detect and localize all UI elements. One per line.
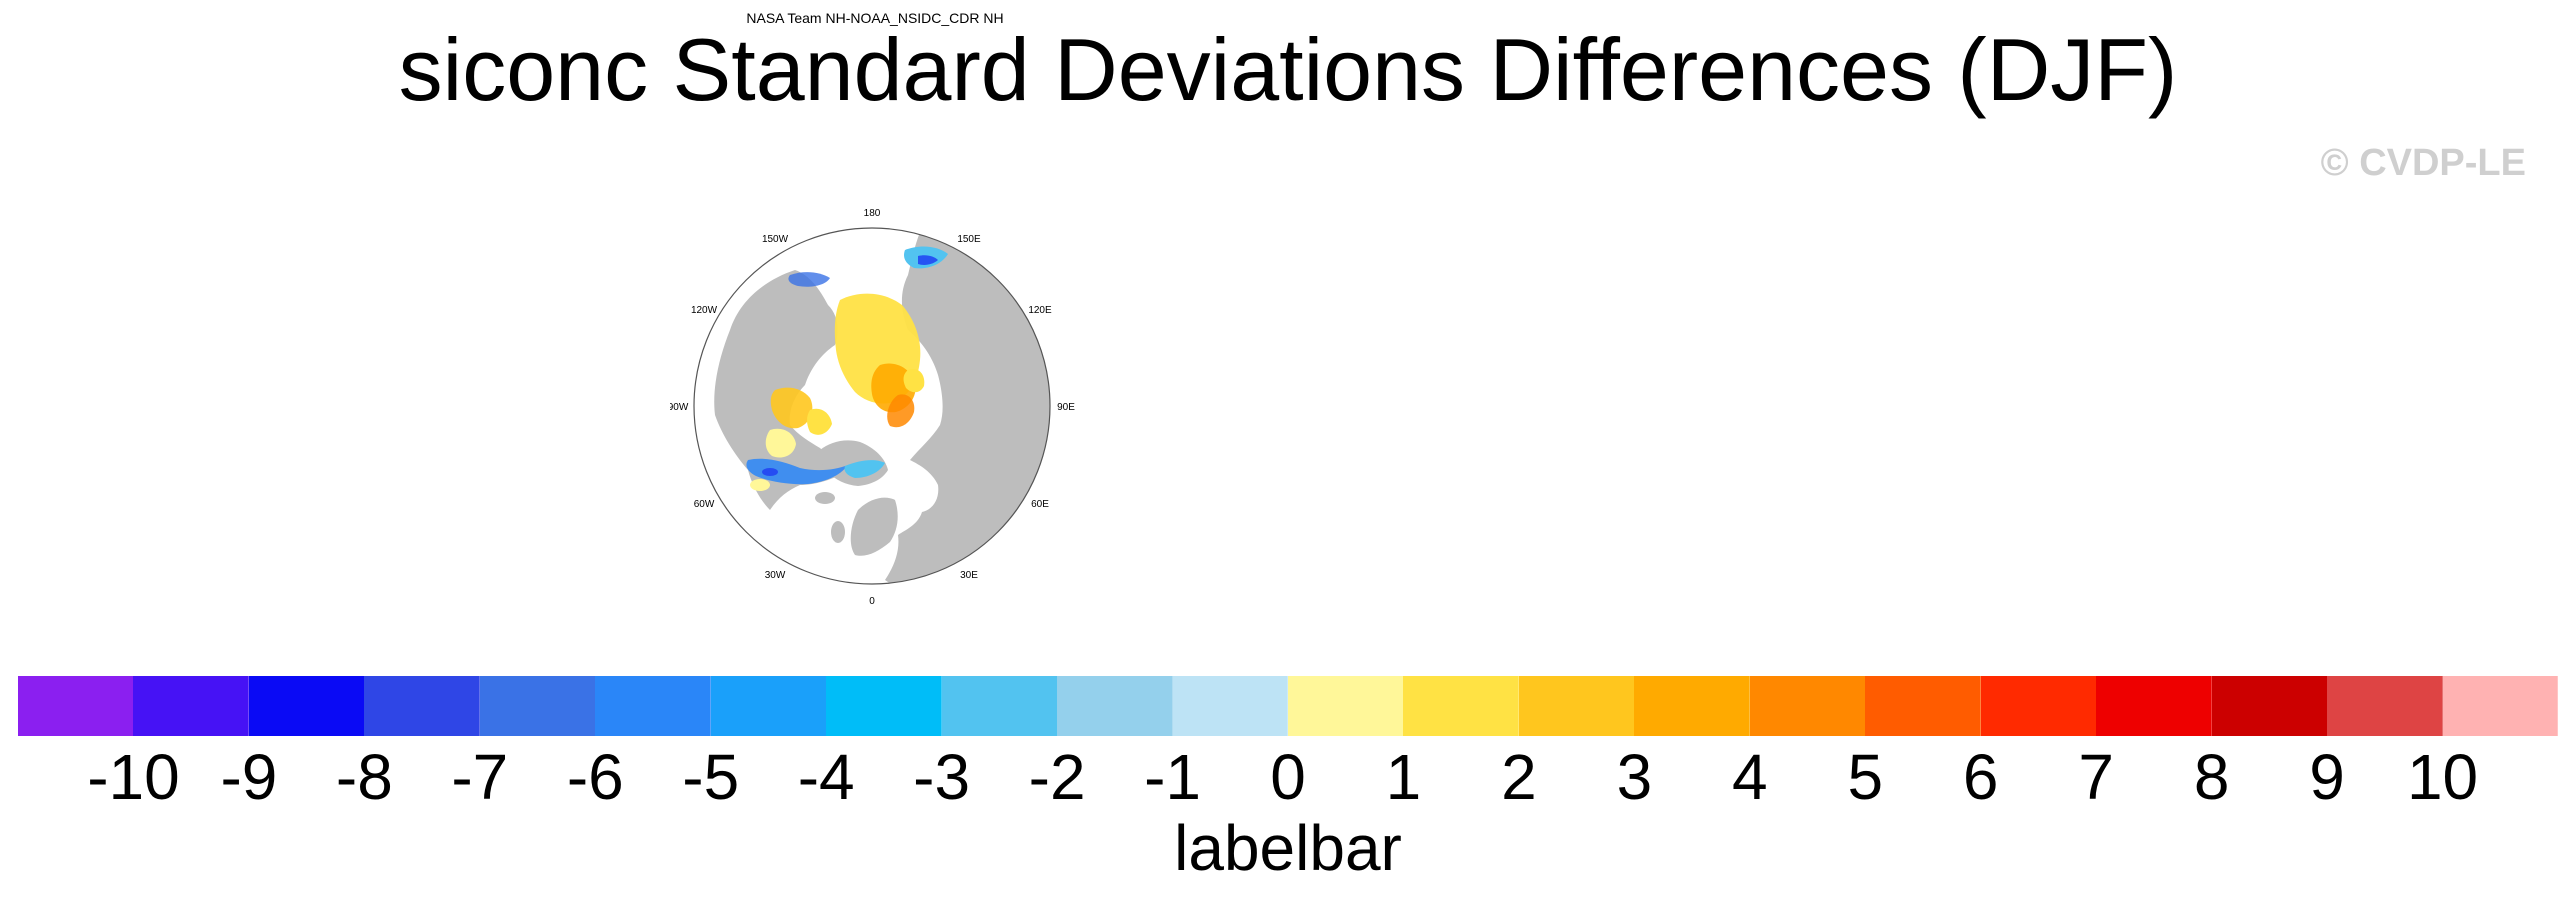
lon-label: 120E — [1028, 305, 1052, 316]
land-eurasia — [885, 232, 1050, 584]
lon-label: 90E — [1057, 402, 1075, 413]
labelbar-tick-label: 10 — [2406, 741, 2479, 813]
labelbar-tick-label: 7 — [2078, 741, 2114, 813]
labelbar-box — [826, 676, 943, 736]
labelbar-tick-label: -8 — [335, 741, 393, 813]
labelbar-tick-label: 6 — [1962, 741, 1999, 813]
labelbar-tick-label: 1 — [1385, 741, 1422, 813]
labelbar-box — [364, 676, 481, 736]
land-uk — [831, 521, 845, 543]
labelbar-tick-label: -4 — [797, 741, 855, 813]
labelbar-tick-label: -2 — [1028, 741, 1086, 813]
labelbar-box — [1634, 676, 1751, 736]
longitude-labels: 180 150E 120E 90E 60E 30E 0 30W 60W 90W 120W 150W — [670, 208, 1075, 607]
ice-field-barents — [887, 394, 915, 428]
labelbar-tick-label: 2 — [1501, 741, 1537, 813]
map-content — [694, 228, 1050, 584]
labelbar-box — [941, 676, 1058, 736]
polar-stereographic-map: 180 150E 120E 90E 60E 30E 0 30W 60W 90W 120W 150W — [670, 208, 1075, 607]
ice-field-baffin — [807, 408, 832, 435]
labelbar-box — [1865, 676, 1982, 736]
labelbar-tick-label: -6 — [566, 741, 624, 813]
lon-label: 0 — [869, 596, 875, 607]
labelbar-tick-label: -10 — [87, 741, 180, 813]
labelbar-box — [248, 676, 365, 736]
labelbar-box — [1403, 676, 1520, 736]
lon-label: 150E — [957, 234, 981, 245]
ice-field-greenland-sea-neg — [844, 460, 885, 478]
lon-label: 60E — [1031, 499, 1049, 510]
labelbar-box — [133, 676, 250, 736]
labelbar-tick-label: -5 — [682, 741, 740, 813]
labelbar-box — [1980, 676, 2097, 736]
labelbar-tick-label: 8 — [2193, 741, 2230, 813]
ice-field-canadian — [770, 387, 813, 429]
lon-label: 30W — [765, 570, 786, 581]
labelbar-tick-label: -3 — [913, 741, 971, 813]
ice-field-bering-neg — [788, 272, 830, 287]
cvdp-watermark: © CVDP-LE — [2320, 142, 2526, 184]
labelbar-box — [710, 676, 827, 736]
labelbar-tick-label: 9 — [2309, 741, 2345, 813]
labelbar — [18, 676, 2559, 736]
labelbar-box — [1518, 676, 1635, 736]
labelbar-tick-label: -9 — [220, 741, 278, 813]
labelbar-tick-label: -7 — [451, 741, 509, 813]
labelbar-box — [18, 676, 134, 736]
ice-field-kara — [903, 368, 925, 393]
map-border — [693, 227, 1051, 585]
labelbar-box — [1057, 676, 1174, 736]
labelbar-box — [2096, 676, 2213, 736]
ice-field-labrador-edge — [750, 479, 770, 491]
lon-label: 180 — [864, 208, 881, 219]
land-scandinavia — [850, 497, 898, 556]
lon-label: 30E — [960, 570, 978, 581]
labelbar-box — [1749, 676, 1866, 736]
polar-map-panel: 180 150E 120E 90E 60E 30E 0 30W 60W 90W 120W 150W — [670, 180, 1100, 610]
labelbar-box — [2327, 676, 2444, 736]
land-iceland — [815, 492, 835, 504]
labelbar-box — [1288, 676, 1404, 736]
labelbar-box — [1172, 676, 1289, 736]
ice-field-neg-patch — [762, 468, 778, 476]
lon-label: 90W — [670, 402, 689, 413]
lon-label: 150W — [762, 234, 789, 245]
ice-field-hudson — [765, 428, 796, 458]
labelbar-box — [2211, 676, 2328, 736]
lon-label: 60W — [694, 499, 715, 510]
labelbar-tick-label: 4 — [1732, 741, 1768, 813]
labelbar-tick-label: 3 — [1616, 741, 1653, 813]
ice-field-labrador-neg — [746, 458, 848, 485]
figure-title: siconc Standard Deviations Differences (… — [398, 20, 2178, 119]
labelbar-title: labelbar — [1174, 812, 1402, 884]
panel-title: NASA Team NH-NOAA_NSIDC_CDR NH — [746, 10, 1004, 26]
labelbar-tick-label: 5 — [1847, 741, 1884, 813]
labelbar-ticks: -10 -9 -8 -7 -6 -5 -4 -3 -2 -1 0 1 2 3 4 5 6 7 8 9 10 — [0, 742, 2576, 812]
labelbar-box — [479, 676, 596, 736]
lon-label: 120W — [691, 305, 718, 316]
labelbar-tick-label: 0 — [1270, 741, 1306, 813]
labelbar-box — [2442, 676, 2559, 736]
labelbar-box — [595, 676, 712, 736]
labelbar-tick-label: -1 — [1144, 741, 1201, 813]
ice-field-okhotsk-inner — [918, 255, 938, 265]
